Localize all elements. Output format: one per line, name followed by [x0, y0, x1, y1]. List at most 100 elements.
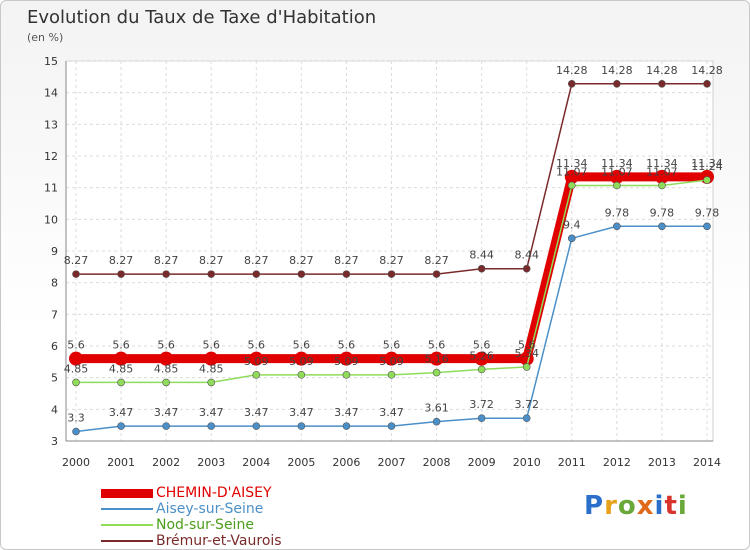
- data-label: 14.28: [691, 64, 723, 77]
- point: [162, 378, 170, 387]
- y-tick-label: 10: [44, 213, 58, 226]
- legend-label: CHEMIN-D'AISEY: [156, 485, 272, 501]
- point: [432, 270, 441, 278]
- legend-label: Nod-sur-Seine: [156, 517, 254, 533]
- data-label: 8.27: [424, 254, 449, 267]
- data-label: 5.6: [112, 339, 130, 352]
- point: [387, 270, 396, 278]
- data-label: 11.34: [646, 157, 678, 170]
- point: [613, 80, 621, 88]
- point: [297, 371, 306, 379]
- data-label: 11.34: [556, 157, 588, 170]
- point: [432, 417, 441, 426]
- legend-label: Aisey-sur-Seine: [156, 501, 264, 517]
- point: [252, 270, 261, 278]
- y-tick-label: 12: [44, 150, 58, 163]
- series-group: [69, 80, 714, 436]
- data-label: 5.34: [514, 347, 539, 360]
- point: [207, 270, 216, 278]
- data-label: 5.6: [383, 339, 401, 352]
- legend-item: CHEMIN-D'AISEY: [101, 485, 361, 501]
- y-tick-label: 7: [51, 308, 58, 321]
- data-label: 8.27: [379, 254, 404, 267]
- legend-swatch: [101, 524, 153, 526]
- x-tick-label: 2003: [197, 456, 225, 469]
- data-label: 11.07: [646, 165, 678, 178]
- point: [204, 351, 219, 366]
- x-tick-label: 2002: [152, 456, 180, 469]
- data-label: 14.28: [646, 64, 678, 77]
- point: [117, 270, 125, 278]
- data-label: 3.47: [289, 406, 314, 419]
- point: [294, 351, 309, 366]
- point: [252, 371, 261, 379]
- data-label: 8.27: [289, 254, 314, 267]
- point: [342, 422, 351, 430]
- data-label: 9.78: [605, 206, 630, 219]
- y-tick-label: 9: [51, 245, 58, 258]
- point: [613, 222, 621, 231]
- data-label: 8.27: [154, 254, 179, 267]
- x-tick-label: 2014: [693, 456, 721, 469]
- point: [72, 270, 80, 278]
- data-label: 11.34: [601, 157, 633, 170]
- legend-item: Brémur-et-Vaurois: [101, 533, 361, 549]
- data-labels: 5.6 5.6 5.6 5.6 5.6 5.6 5.6 5.6 5.6 5.6 5.611.34 11…: [64, 64, 723, 425]
- point: [658, 222, 666, 231]
- data-label: 5.6: [428, 339, 446, 352]
- data-label: 11.24: [691, 160, 723, 173]
- data-label: 5.6: [518, 339, 536, 352]
- data-label: 8.27: [199, 254, 224, 267]
- point: [69, 351, 83, 366]
- data-label: 5.6: [202, 339, 220, 352]
- point: [474, 351, 489, 366]
- legend-item: Nod-sur-Seine: [101, 517, 361, 533]
- point: [117, 422, 125, 430]
- legend-swatch: [101, 540, 153, 542]
- data-label: 5.6: [473, 339, 491, 352]
- point: [72, 378, 80, 387]
- x-tick-label: 2009: [468, 456, 496, 469]
- data-label: 3.47: [334, 406, 359, 419]
- legend-label: Brémur-et-Vaurois: [156, 533, 282, 549]
- data-label: 11.34: [691, 157, 723, 170]
- x-tick-label: 2006: [332, 456, 360, 469]
- point: [114, 351, 129, 366]
- data-label: 3.3: [67, 412, 85, 425]
- x-tick-label: 2012: [603, 456, 631, 469]
- point: [342, 270, 351, 278]
- data-label: 3.47: [244, 406, 269, 419]
- point: [567, 181, 576, 190]
- data-label: 8.27: [109, 254, 134, 267]
- data-label: 4.85: [199, 362, 224, 375]
- data-label: 8.27: [64, 254, 89, 267]
- point: [564, 169, 579, 184]
- point: [387, 422, 396, 430]
- data-label: 5.6: [248, 339, 266, 352]
- legend-swatch: [101, 489, 153, 498]
- point: [342, 371, 351, 379]
- data-label: 3.72: [469, 398, 494, 411]
- x-tick-label: 2011: [558, 456, 586, 469]
- point: [387, 371, 396, 379]
- y-tick-label: 3: [51, 435, 58, 448]
- data-label: 3.61: [424, 402, 449, 415]
- point: [117, 378, 125, 387]
- point: [72, 427, 80, 436]
- x-tick-label: 2000: [62, 456, 90, 469]
- data-label: 11.07: [556, 165, 588, 178]
- data-label: 8.44: [469, 249, 494, 262]
- point: [249, 351, 264, 366]
- point: [703, 80, 711, 88]
- point: [477, 414, 486, 423]
- data-label: 3.47: [109, 406, 134, 419]
- y-tick-label: 8: [51, 277, 58, 290]
- data-label: 5.26: [469, 349, 494, 362]
- chart-title: Evolution du Taux de Taxe d'Habitation: [27, 7, 377, 28]
- point: [297, 270, 306, 278]
- x-tick-label: 2004: [242, 456, 270, 469]
- axes: 3 4 5 6 7 8 9 10 11 12 13 14 15 2000 2001 2002 2003 2004 2…: [44, 55, 721, 469]
- data-label: 14.28: [601, 64, 633, 77]
- data-label: 5.16: [424, 353, 449, 366]
